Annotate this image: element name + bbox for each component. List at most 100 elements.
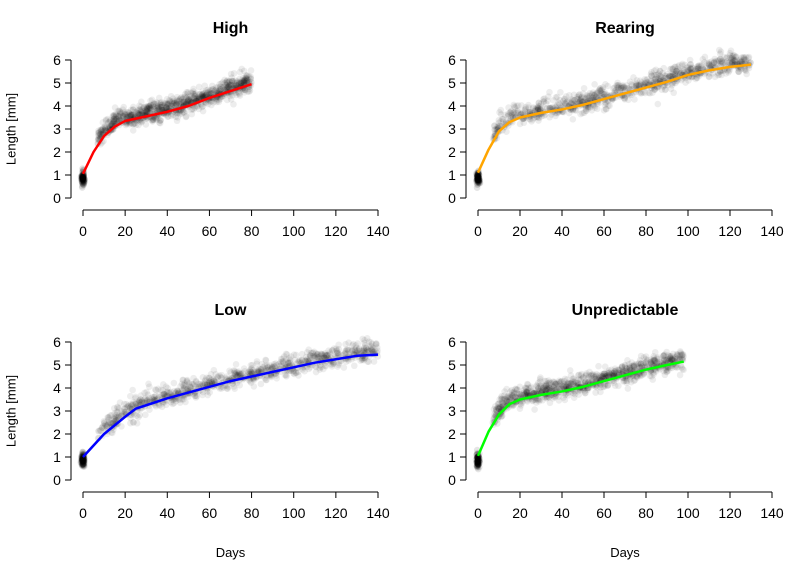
data-point bbox=[137, 106, 145, 114]
data-point bbox=[79, 176, 86, 184]
data-point bbox=[240, 67, 248, 75]
data-point bbox=[80, 174, 88, 181]
data-point bbox=[236, 68, 244, 76]
data-point bbox=[79, 175, 87, 182]
data-point bbox=[269, 363, 277, 371]
data-point bbox=[174, 109, 182, 117]
data-point bbox=[79, 173, 87, 180]
data-point bbox=[79, 180, 86, 188]
data-point bbox=[135, 121, 142, 129]
data-point bbox=[199, 93, 207, 100]
data-point bbox=[207, 89, 214, 96]
x-tick-label: 140 bbox=[366, 505, 390, 521]
x-tick-label: 140 bbox=[366, 223, 390, 239]
data-point bbox=[155, 105, 163, 113]
y-tick-label: 4 bbox=[53, 380, 61, 396]
data-point bbox=[79, 171, 87, 178]
y-tick-label: 1 bbox=[53, 449, 61, 465]
data-point bbox=[81, 175, 88, 183]
data-point bbox=[80, 462, 88, 469]
data-point bbox=[176, 95, 183, 103]
data-point bbox=[718, 71, 725, 79]
data-point bbox=[170, 99, 178, 107]
x-tick-label: 20 bbox=[512, 505, 528, 521]
data-point bbox=[80, 180, 87, 188]
y-axis-label: Length [mm] bbox=[3, 93, 18, 165]
data-point bbox=[79, 173, 87, 181]
data-point bbox=[140, 104, 148, 111]
data-point bbox=[181, 93, 189, 101]
data-point bbox=[153, 107, 161, 114]
data-point bbox=[241, 86, 249, 94]
data-point bbox=[219, 83, 227, 91]
data-point bbox=[235, 79, 243, 87]
data-point bbox=[219, 86, 227, 94]
data-point bbox=[226, 82, 234, 90]
data-point bbox=[80, 173, 87, 180]
x-tick-label: 100 bbox=[282, 505, 306, 521]
y-tick-label: 6 bbox=[53, 334, 61, 350]
data-point bbox=[154, 104, 161, 112]
x-tick-label: 80 bbox=[638, 223, 654, 239]
data-point bbox=[110, 118, 118, 126]
data-point bbox=[164, 101, 172, 109]
data-point bbox=[116, 110, 124, 118]
data-point bbox=[170, 97, 177, 105]
data-point bbox=[198, 91, 206, 99]
data-point bbox=[225, 81, 233, 89]
data-point bbox=[132, 393, 139, 401]
data-point bbox=[227, 70, 235, 78]
data-point bbox=[119, 112, 127, 120]
x-tick-label: 140 bbox=[760, 505, 784, 521]
data-point bbox=[208, 89, 216, 97]
data-point bbox=[198, 103, 206, 111]
data-point bbox=[95, 127, 102, 135]
y-tick-label: 5 bbox=[448, 75, 456, 91]
data-point bbox=[80, 174, 87, 182]
data-point bbox=[112, 117, 120, 125]
data-point bbox=[153, 116, 160, 124]
data-point bbox=[78, 182, 86, 190]
data-point bbox=[79, 172, 87, 179]
data-point bbox=[557, 88, 564, 96]
data-point bbox=[79, 175, 87, 182]
data-point bbox=[275, 360, 283, 368]
data-point bbox=[172, 100, 180, 107]
data-point bbox=[78, 178, 86, 186]
data-point bbox=[80, 172, 87, 179]
data-point bbox=[138, 119, 145, 126]
data-point bbox=[79, 174, 86, 182]
data-point bbox=[143, 109, 151, 116]
data-point bbox=[120, 103, 127, 111]
data-point bbox=[156, 117, 164, 125]
data-point bbox=[80, 177, 87, 185]
data-point bbox=[247, 78, 254, 86]
data-point bbox=[535, 99, 543, 107]
data-point bbox=[238, 76, 246, 84]
data-point bbox=[207, 98, 214, 105]
data-point bbox=[153, 104, 160, 112]
data-point bbox=[202, 89, 209, 96]
data-point bbox=[79, 176, 87, 183]
data-point bbox=[121, 111, 129, 119]
data-point bbox=[110, 111, 117, 119]
data-point bbox=[147, 105, 155, 112]
data-point bbox=[110, 113, 118, 120]
data-point bbox=[676, 371, 684, 379]
x-tick-label: 80 bbox=[638, 505, 654, 521]
data-point bbox=[80, 178, 88, 186]
x-tick-label: 120 bbox=[718, 223, 742, 239]
data-point bbox=[79, 173, 86, 181]
data-point bbox=[139, 108, 146, 116]
data-point bbox=[145, 103, 152, 110]
data-point bbox=[236, 381, 244, 389]
data-point bbox=[233, 91, 240, 99]
data-point bbox=[654, 100, 662, 108]
data-point bbox=[175, 100, 183, 108]
data-point bbox=[144, 105, 151, 113]
data-point bbox=[177, 94, 184, 102]
data-point bbox=[137, 118, 144, 125]
data-point bbox=[193, 94, 201, 102]
data-point bbox=[143, 103, 151, 111]
y-axis-label: Length [mm] bbox=[3, 375, 18, 447]
